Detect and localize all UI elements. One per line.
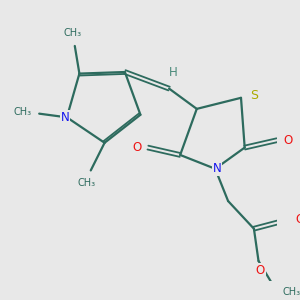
- Text: CH₃: CH₃: [14, 107, 32, 117]
- Text: CH₃: CH₃: [64, 28, 82, 38]
- Text: S: S: [250, 89, 258, 103]
- Text: O: O: [284, 134, 292, 147]
- Text: H: H: [168, 65, 177, 79]
- Text: CH₃: CH₃: [283, 287, 300, 297]
- Text: O: O: [256, 264, 265, 277]
- Text: O: O: [132, 141, 142, 154]
- Text: N: N: [61, 111, 69, 124]
- Text: N: N: [213, 162, 221, 175]
- Text: O: O: [296, 213, 300, 226]
- Text: CH₃: CH₃: [77, 178, 95, 188]
